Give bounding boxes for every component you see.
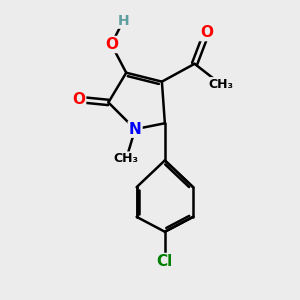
- Text: O: O: [72, 92, 85, 107]
- Text: CH₃: CH₃: [209, 78, 234, 91]
- Text: O: O: [105, 37, 118, 52]
- Text: CH₃: CH₃: [114, 152, 139, 165]
- Text: N: N: [129, 122, 142, 137]
- Text: O: O: [200, 25, 213, 40]
- Text: H: H: [117, 14, 129, 28]
- Text: Cl: Cl: [157, 254, 173, 269]
